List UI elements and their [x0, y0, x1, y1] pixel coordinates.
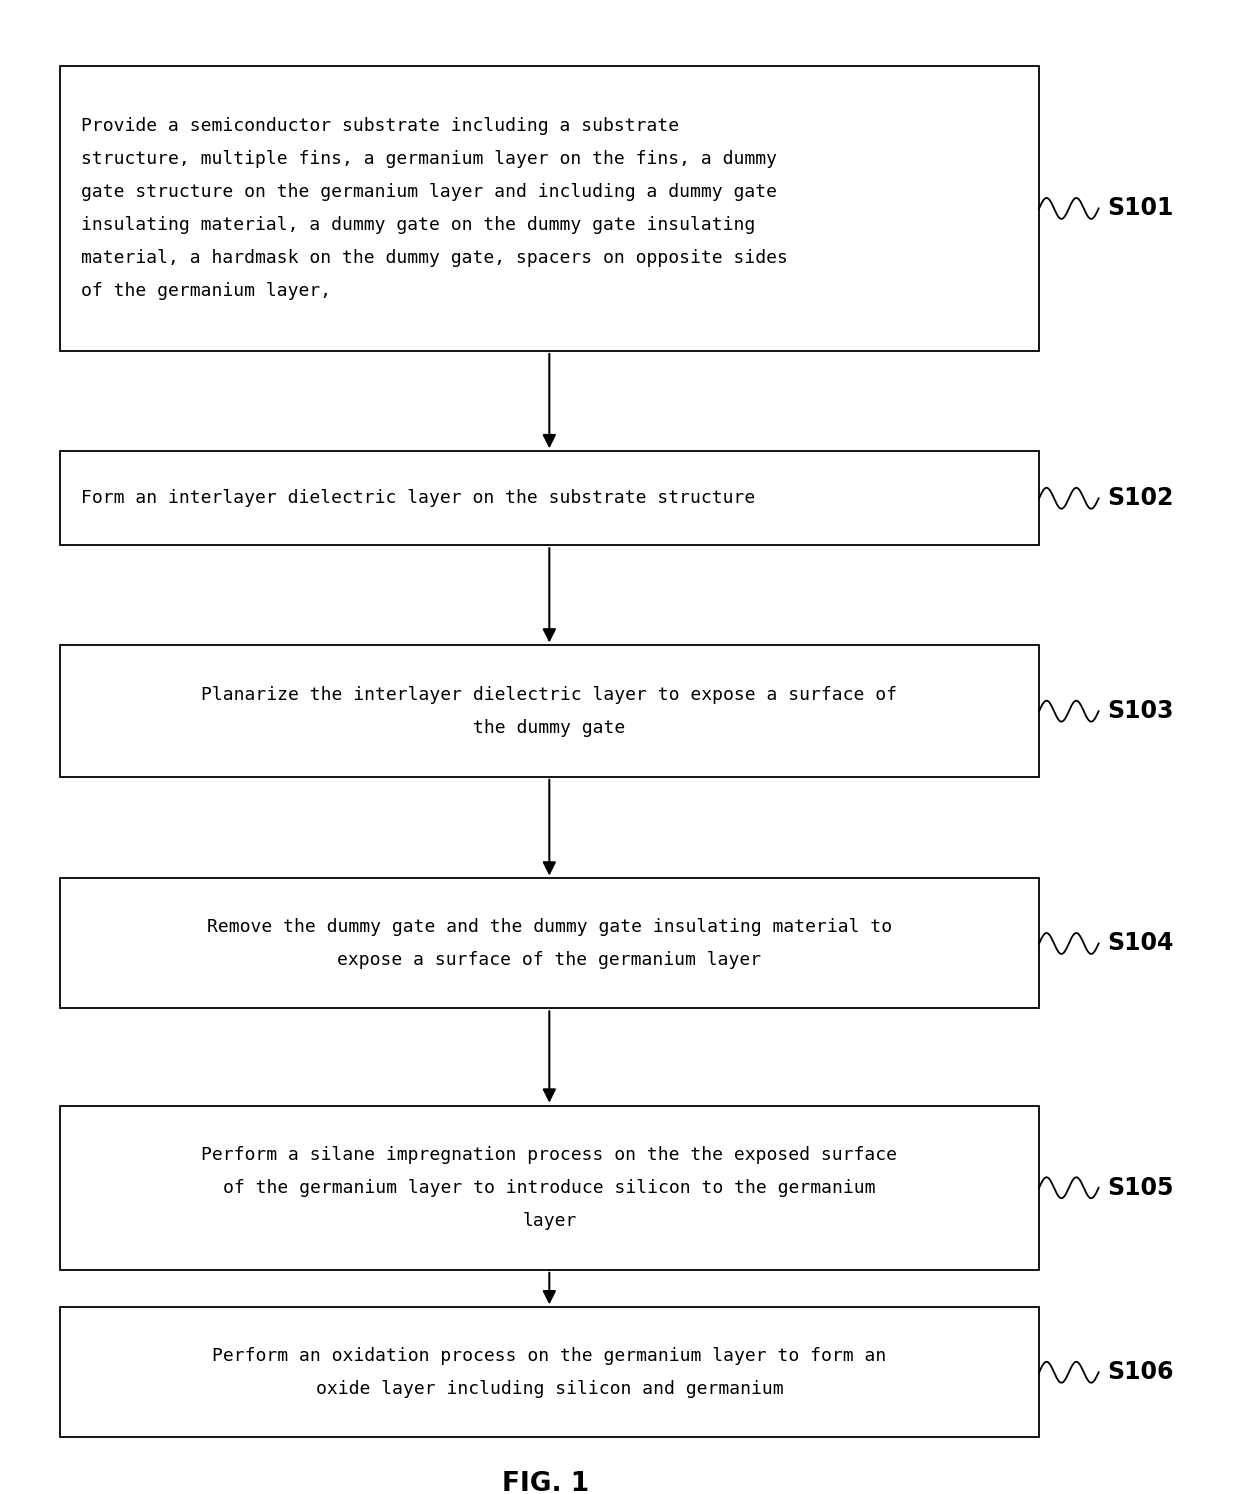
Text: Form an interlayer dielectric layer on the substrate structure: Form an interlayer dielectric layer on t… — [81, 489, 755, 508]
Text: expose a surface of the germanium layer: expose a surface of the germanium layer — [337, 950, 761, 970]
Text: Remove the dummy gate and the dummy gate insulating material to: Remove the dummy gate and the dummy gate… — [207, 917, 892, 937]
Text: oxide layer including silicon and germanium: oxide layer including silicon and german… — [315, 1379, 784, 1398]
Text: the dummy gate: the dummy gate — [474, 719, 625, 737]
Bar — [60, 451, 1039, 545]
Text: layer: layer — [522, 1212, 577, 1230]
Text: S101: S101 — [1107, 196, 1174, 221]
Text: Perform a silane impregnation process on the the exposed surface: Perform a silane impregnation process on… — [201, 1146, 898, 1164]
Text: of the germanium layer,: of the germanium layer, — [81, 281, 331, 300]
Text: of the germanium layer to introduce silicon to the germanium: of the germanium layer to introduce sili… — [223, 1179, 875, 1197]
Bar — [60, 878, 1039, 1008]
Text: structure, multiple fins, a germanium layer on the fins, a dummy: structure, multiple fins, a germanium la… — [81, 149, 776, 169]
Bar — [60, 1307, 1039, 1437]
Text: Planarize the interlayer dielectric layer to expose a surface of: Planarize the interlayer dielectric laye… — [201, 686, 898, 704]
Bar — [60, 66, 1039, 351]
Bar — [60, 645, 1039, 777]
Text: S106: S106 — [1107, 1360, 1174, 1385]
Text: S104: S104 — [1107, 931, 1174, 956]
Text: insulating material, a dummy gate on the dummy gate insulating: insulating material, a dummy gate on the… — [81, 215, 755, 235]
Text: S103: S103 — [1107, 699, 1174, 723]
Text: gate structure on the germanium layer and including a dummy gate: gate structure on the germanium layer an… — [81, 182, 776, 202]
Text: S105: S105 — [1107, 1176, 1174, 1200]
Text: FIG. 1: FIG. 1 — [502, 1470, 589, 1494]
Bar — [60, 1106, 1039, 1270]
Text: material, a hardmask on the dummy gate, spacers on opposite sides: material, a hardmask on the dummy gate, … — [81, 248, 787, 267]
Text: S102: S102 — [1107, 486, 1174, 511]
Text: Perform an oxidation process on the germanium layer to form an: Perform an oxidation process on the germ… — [212, 1346, 887, 1366]
Text: Provide a semiconductor substrate including a substrate: Provide a semiconductor substrate includ… — [81, 117, 678, 136]
